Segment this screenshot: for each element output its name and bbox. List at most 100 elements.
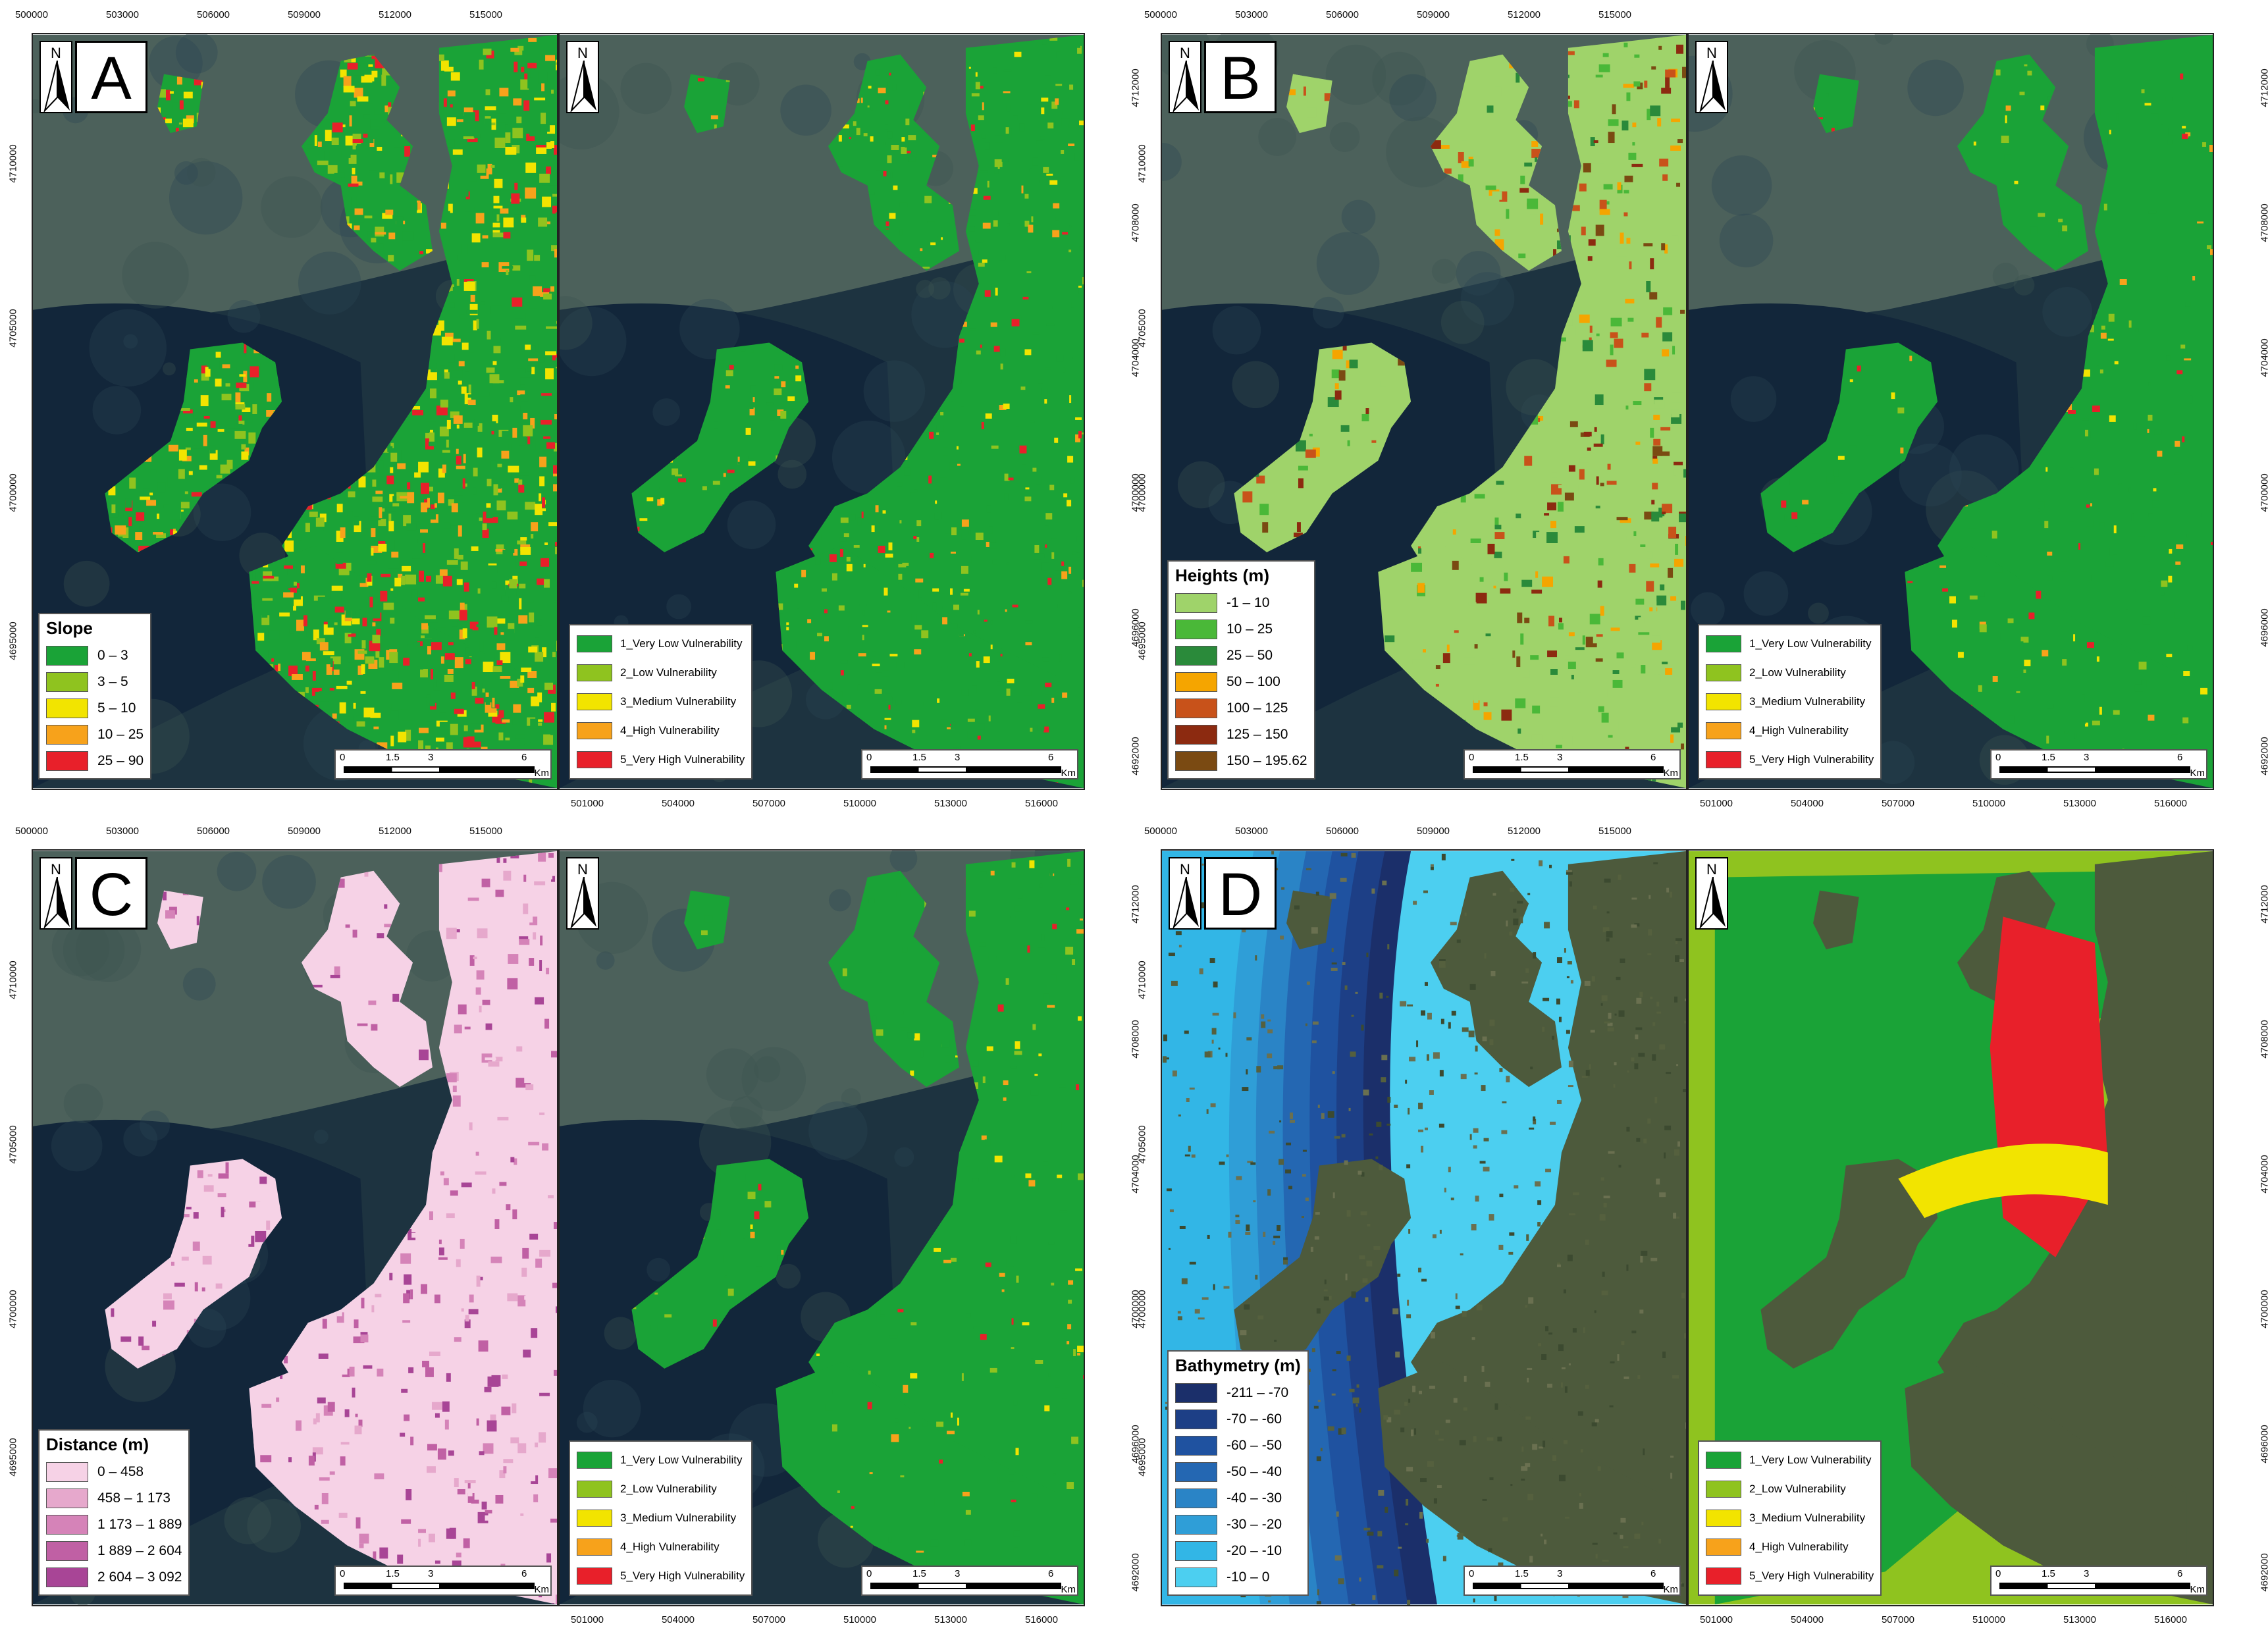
legend-item: -50 – -40 <box>1175 1459 1301 1485</box>
legend-swatch <box>1175 619 1217 639</box>
legend-item: 2 604 – 3 092 <box>46 1564 182 1591</box>
map-quadrant-c: N C Distance (m) 0 – 458 458 – 1 173 1 173… <box>7 816 1142 1629</box>
legend-swatch <box>1175 1409 1217 1429</box>
factor-map: N B Heights (m) -1 – 10 10 – 25 25 – 50 50 … <box>1161 33 1687 790</box>
bottom-coordinate-tick: 504000 <box>661 798 695 809</box>
bottom-coordinate-tick: 513000 <box>934 798 968 809</box>
legend-item: 25 – 90 <box>46 748 144 774</box>
legend-label: 1_Very Low Vulnerability <box>1749 1454 1872 1466</box>
north-arrow-icon <box>1173 61 1199 113</box>
left-coordinate-tick: 4710000 <box>1136 961 1148 999</box>
legend-label: 5_Very High Vulnerability <box>1749 753 1874 766</box>
vulnerability-map: N 1_Very Low Vulnerability 2_Low Vulnerab… <box>558 849 1085 1606</box>
legend-item: 1_Very Low Vulnerability <box>577 629 745 658</box>
bottom-coordinate-tick: 516000 <box>2153 798 2188 809</box>
legend-item: 1 889 – 2 604 <box>46 1538 182 1564</box>
legend-item: 2_Low Vulnerability <box>1706 1475 1874 1504</box>
legend-swatch <box>1706 664 1741 681</box>
legend-item: 1 173 – 1 889 <box>46 1512 182 1538</box>
left-coordinate-tick: 4695000 <box>1136 621 1148 660</box>
legend-swatch <box>46 1462 88 1482</box>
north-label: N <box>1180 861 1190 878</box>
legend-item: 3_Medium Vulnerability <box>1706 687 1874 716</box>
legend-label: -30 – -20 <box>1226 1517 1282 1532</box>
bottom-coordinate-tick: 507000 <box>752 1614 786 1625</box>
north-arrow: N <box>40 857 72 930</box>
legend-label: 2_Low Vulnerability <box>620 666 717 679</box>
top-coordinate-tick: 515000 <box>1598 826 1632 837</box>
legend-item: 4_High Vulnerability <box>577 716 745 745</box>
legend-title: Distance (m) <box>46 1435 149 1454</box>
panel-letter: D <box>1204 857 1277 930</box>
left-coordinate-tick: 4695000 <box>7 621 19 660</box>
left-coordinate-tick: 4700000 <box>1136 473 1148 512</box>
legend-label: 3_Medium Vulnerability <box>1749 695 1866 708</box>
north-arrow: N <box>1169 857 1201 930</box>
legend-label: 4_High Vulnerability <box>620 1540 720 1553</box>
top-coordinate-tick: 503000 <box>105 826 140 837</box>
north-arrow-icon <box>43 61 70 113</box>
north-label: N <box>51 45 61 61</box>
legend-swatch <box>46 672 88 692</box>
legend-label: 3_Medium Vulnerability <box>620 1512 737 1524</box>
bottom-coordinate-tick: 516000 <box>2153 1614 2188 1625</box>
legend-label: 4_High Vulnerability <box>620 724 720 737</box>
legend-item: 3_Medium Vulnerability <box>577 1504 745 1533</box>
bottom-coordinate-tick: 510000 <box>1972 1614 2006 1625</box>
map-quadrant-a: N A Slope 0 – 3 3 – 5 5 – 10 10 – 25 25 – 90… <box>7 0 1142 813</box>
legend-item: 10 – 25 <box>1175 616 1307 643</box>
factor-map: N C Distance (m) 0 – 458 458 – 1 173 1 173… <box>32 849 558 1606</box>
legend-label: -40 – -30 <box>1226 1490 1282 1506</box>
left-coordinate-tick: 4705000 <box>7 309 19 348</box>
bottom-coordinate-tick: 507000 <box>1881 798 1915 809</box>
north-arrow: N <box>1695 41 1728 113</box>
right-coordinate-tick: 4700000 <box>2259 1290 2268 1329</box>
legend-swatch <box>1706 751 1741 768</box>
legend-title: Slope <box>46 618 93 638</box>
north-arrow-icon <box>570 61 596 113</box>
legend-label: 25 – 50 <box>1226 648 1273 663</box>
north-label: N <box>1180 45 1190 61</box>
left-coordinate-tick: 4700000 <box>7 473 19 512</box>
legend-item: 4_High Vulnerability <box>1706 1533 1874 1562</box>
legend-label: 2_Low Vulnerability <box>1749 1483 1846 1495</box>
bottom-coordinate-tick: 507000 <box>752 798 786 809</box>
legend-label: 4_High Vulnerability <box>1749 1540 1849 1553</box>
vulnerability-map-image <box>560 34 1084 789</box>
legend-swatch <box>1175 593 1217 613</box>
legend-item: -30 – -20 <box>1175 1512 1301 1538</box>
legend-item: 2_Low Vulnerability <box>577 1475 745 1504</box>
legend-swatch <box>1175 1567 1217 1587</box>
panel-letter: C <box>75 857 147 930</box>
legend-label: 5_Very High Vulnerability <box>620 1569 745 1582</box>
legend-swatch <box>1175 1488 1217 1508</box>
top-coordinate-tick: 509000 <box>1416 9 1450 20</box>
bottom-coordinate-tick: 510000 <box>843 798 877 809</box>
legend-item: -70 – -60 <box>1175 1406 1301 1433</box>
legend-swatch <box>1706 1567 1741 1585</box>
north-label: N <box>51 861 61 878</box>
left-coordinate-tick: 4710000 <box>1136 144 1148 183</box>
legend-label: 100 – 125 <box>1226 700 1288 716</box>
north-arrow: N <box>1169 41 1201 113</box>
legend-swatch <box>1175 751 1217 771</box>
north-arrow-icon <box>43 877 70 930</box>
top-coordinate-tick: 500000 <box>1144 9 1178 20</box>
legend-item: -1 – 10 <box>1175 590 1307 616</box>
legend-title: Heights (m) <box>1175 566 1269 585</box>
bottom-coordinate-tick: 510000 <box>843 1614 877 1625</box>
bottom-coordinate-tick: 516000 <box>1024 798 1059 809</box>
left-coordinate-tick: 4710000 <box>7 144 19 183</box>
legend-label: 5_Very High Vulnerability <box>1749 1569 1874 1582</box>
north-arrow: N <box>40 41 72 113</box>
legend-label: 458 – 1 173 <box>97 1490 171 1506</box>
vulnerability-legend: 1_Very Low Vulnerability 2_Low Vulnerabil… <box>1698 624 1882 779</box>
legend-item: 5_Very High Vulnerability <box>577 745 745 774</box>
bottom-coordinate-tick: 513000 <box>934 1614 968 1625</box>
legend-item: -20 – -10 <box>1175 1538 1301 1564</box>
top-coordinate-tick: 515000 <box>469 9 503 20</box>
legend-item: 3 – 5 <box>46 669 144 695</box>
